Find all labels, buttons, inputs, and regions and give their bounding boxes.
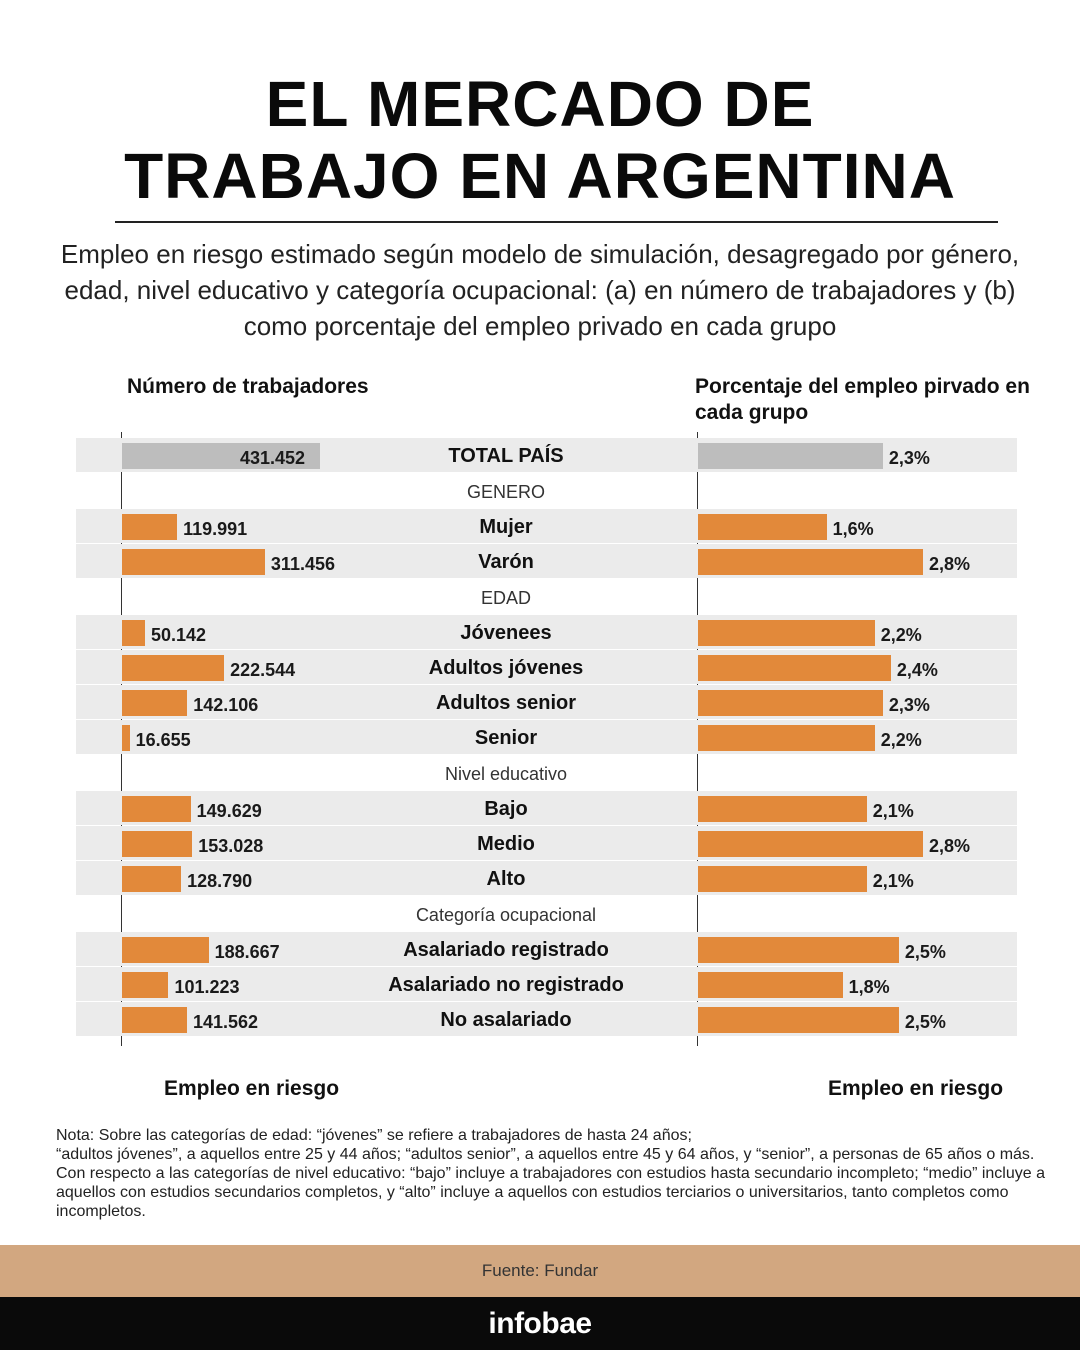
category-label: TOTAL PAÍS bbox=[448, 445, 564, 467]
category-label: Varón bbox=[478, 551, 534, 573]
category-label: Mujer bbox=[479, 516, 533, 538]
percentage-bar bbox=[698, 796, 867, 822]
worker-count-bar bbox=[122, 866, 182, 892]
percentage-label: 2,5% bbox=[904, 1012, 946, 1032]
percentage-bar bbox=[698, 514, 827, 540]
worker-count-bar bbox=[122, 690, 188, 716]
percentage-label: 2,1% bbox=[872, 871, 914, 891]
title-line-1: EL MERCADO DE bbox=[265, 68, 815, 140]
worker-count-bar bbox=[122, 831, 193, 857]
page-title: EL MERCADO DE TRABAJO EN ARGENTINA bbox=[0, 68, 1080, 212]
worker-count-bar bbox=[122, 796, 191, 822]
left-column-header: Número de trabajadores bbox=[127, 375, 369, 398]
worker-count-label: 431.452 bbox=[240, 448, 306, 468]
category-label: No asalariado bbox=[440, 1009, 572, 1031]
category-label: Senior bbox=[474, 727, 538, 749]
source-band: Fuente: Fundar bbox=[0, 1245, 1080, 1297]
source-text: Fuente: Fundar bbox=[481, 1261, 599, 1280]
group-label: GENERO bbox=[466, 482, 545, 502]
worker-count-bar bbox=[122, 655, 225, 681]
worker-count-bar bbox=[122, 972, 169, 998]
percentage-bar bbox=[698, 655, 891, 681]
category-label: Adultos senior bbox=[435, 692, 576, 714]
footnote-line-2: “adultos jóvenes”, a aquellos entre 25 y… bbox=[56, 1146, 1045, 1220]
group-label: Categoría ocupacional bbox=[415, 905, 597, 925]
worker-count-label: 128.790 bbox=[187, 871, 253, 891]
percentage-bar bbox=[698, 972, 843, 998]
percentage-label: 1,8% bbox=[848, 977, 890, 997]
worker-count-bar bbox=[122, 937, 209, 963]
percentage-label: 2,5% bbox=[904, 942, 946, 962]
worker-count-label: 188.667 bbox=[214, 942, 280, 962]
percentage-label: 2,4% bbox=[896, 660, 938, 680]
worker-count-label: 222.544 bbox=[230, 660, 296, 680]
worker-count-label: 149.629 bbox=[196, 801, 262, 821]
category-label: Medio bbox=[477, 833, 535, 855]
category-label: Jóvenees bbox=[460, 622, 552, 644]
brand-band: infobae bbox=[0, 1297, 1080, 1350]
worker-count-bar bbox=[122, 549, 265, 575]
worker-count-label: 119.991 bbox=[183, 519, 248, 539]
title-line-2: TRABAJO EN ARGENTINA bbox=[124, 140, 956, 212]
row-background bbox=[76, 967, 1017, 1001]
percentage-bar bbox=[698, 937, 899, 963]
percentage-label: 2,8% bbox=[929, 554, 971, 574]
category-label: Asalariado registrado bbox=[403, 939, 609, 961]
percentage-bar bbox=[698, 866, 867, 892]
worker-count-bar bbox=[122, 725, 130, 751]
percentage-bar bbox=[698, 549, 923, 575]
percentage-label: 2,2% bbox=[880, 730, 922, 750]
worker-count-bar bbox=[122, 514, 178, 540]
category-label: Bajo bbox=[484, 798, 528, 820]
percentage-bar bbox=[698, 725, 875, 751]
worker-count-label: 153.028 bbox=[198, 836, 264, 856]
row-background bbox=[76, 509, 1017, 543]
group-label: EDAD bbox=[480, 588, 531, 608]
category-label: Asalariado no registrado bbox=[388, 974, 624, 996]
worker-count-label: 311.456 bbox=[270, 554, 335, 574]
right-column-header: Porcentaje del empleo pirvado en cada gr… bbox=[695, 375, 1030, 424]
title-divider bbox=[115, 221, 998, 223]
worker-count-label: 141.562 bbox=[192, 1012, 259, 1032]
footnote: Nota: Sobre las categorías de edad: “jóv… bbox=[56, 1126, 1046, 1221]
percentage-bar bbox=[698, 620, 875, 646]
percentage-label: 2,1% bbox=[872, 801, 914, 821]
worker-count-bar bbox=[122, 443, 320, 469]
right-axis-label: Empleo en riesgo bbox=[828, 1077, 1004, 1100]
category-label: Adultos jóvenes bbox=[428, 657, 584, 679]
percentage-bar bbox=[698, 831, 923, 857]
worker-count-label: 50.142 bbox=[151, 625, 207, 645]
footnote-line-1: Nota: Sobre las categorías de edad: “jóv… bbox=[56, 1127, 692, 1144]
percentage-label: 2,3% bbox=[888, 695, 930, 715]
percentage-bar bbox=[698, 690, 883, 716]
brand-logo: infobae bbox=[488, 1307, 592, 1340]
worker-count-label: 142.106 bbox=[193, 695, 259, 715]
percentage-label: 2,2% bbox=[880, 625, 922, 645]
percentage-label: 1,6% bbox=[832, 519, 874, 539]
percentage-label: 2,3% bbox=[888, 448, 930, 468]
category-label: Alto bbox=[486, 868, 526, 890]
worker-count-label: 101.223 bbox=[174, 977, 240, 997]
worker-count-bar bbox=[122, 1007, 187, 1033]
percentage-bar bbox=[698, 1007, 899, 1033]
percentage-bar bbox=[698, 443, 883, 469]
left-axis-label: Empleo en riesgo bbox=[164, 1077, 340, 1100]
subtitle: Empleo en riesgo estimado según modelo d… bbox=[60, 239, 1020, 341]
worker-count-label: 16.655 bbox=[135, 730, 191, 750]
percentage-label: 2,8% bbox=[929, 836, 971, 856]
worker-count-bar bbox=[122, 620, 145, 646]
group-label: Nivel educativo bbox=[444, 764, 568, 784]
